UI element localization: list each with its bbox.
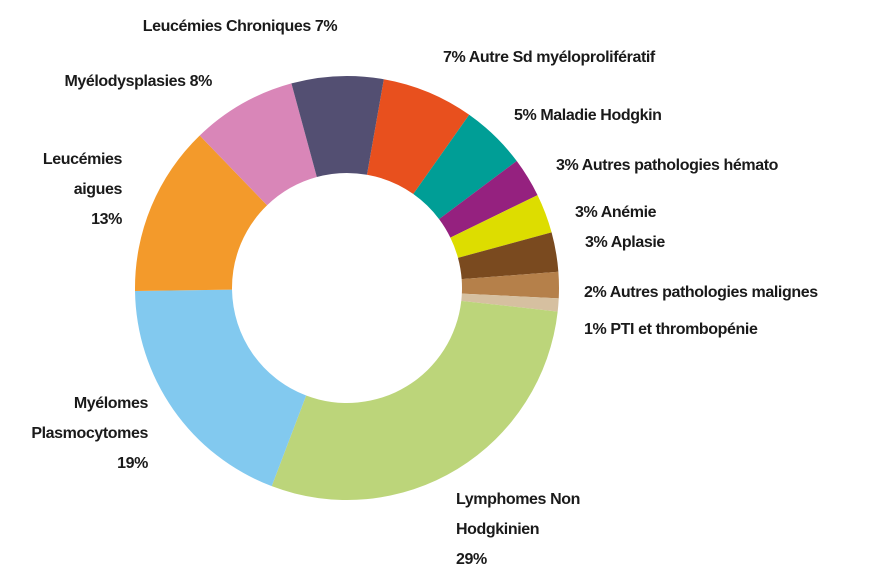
donut-segment bbox=[461, 293, 559, 312]
category-label: Leucémies aigues bbox=[42, 151, 123, 198]
value-label: 3% bbox=[585, 234, 608, 251]
category-label: Anémie bbox=[600, 204, 657, 221]
value-label: 19% bbox=[117, 455, 148, 472]
category-label: Myélomes Plasmocytomes bbox=[31, 395, 148, 442]
donut-segment bbox=[457, 232, 559, 280]
segment-label: Lymphomes Non Hodgkinien 29% bbox=[456, 485, 606, 575]
donut-segment bbox=[291, 76, 384, 178]
donut-segment bbox=[271, 300, 558, 501]
donut-segment bbox=[413, 114, 517, 220]
category-label: Leucémies Chroniques bbox=[142, 18, 311, 35]
segment-label: 3% Anémie bbox=[575, 198, 657, 228]
segment-label: Leucémies Chroniques 7% bbox=[100, 12, 380, 42]
donut-segment bbox=[366, 79, 470, 195]
donut-segment bbox=[461, 271, 559, 299]
segment-label: 3% Aplasie bbox=[585, 228, 665, 258]
donut-segment bbox=[450, 195, 552, 258]
segment-label: 7% Autre Sd myéloprolifératif bbox=[443, 43, 655, 73]
donut-segment bbox=[439, 161, 538, 238]
value-label: 2% bbox=[584, 284, 607, 301]
value-label: 3% bbox=[556, 157, 579, 174]
value-label: 3% bbox=[575, 204, 598, 221]
category-label: Autres pathologies malignes bbox=[609, 284, 818, 301]
segment-label: 5% Maladie Hodgkin bbox=[514, 101, 662, 131]
segment-label: 2% Autres pathologies malignes bbox=[584, 278, 818, 308]
segment-label: 1% PTI et thrombopénie bbox=[584, 315, 758, 345]
category-label: Myélodysplasies bbox=[64, 73, 186, 90]
category-label: Maladie Hodgkin bbox=[540, 107, 662, 124]
donut-segment bbox=[199, 83, 317, 206]
value-label: 29% bbox=[456, 551, 487, 568]
value-label: 5% bbox=[514, 107, 537, 124]
value-label: 7% bbox=[443, 49, 466, 66]
value-label: 7% bbox=[314, 18, 338, 35]
segment-label: Myélodysplasies 8% bbox=[12, 67, 212, 97]
donut-segment bbox=[135, 289, 307, 487]
category-label: Autres pathologies hémato bbox=[581, 157, 779, 174]
donut-segment bbox=[135, 135, 268, 291]
value-label: 1% bbox=[584, 321, 607, 338]
segment-label: Leucémies aigues 13% bbox=[22, 145, 123, 235]
value-label: 13% bbox=[91, 211, 122, 228]
category-label: Autre Sd myéloprolifératif bbox=[468, 49, 655, 66]
segment-label: Myélomes Plasmocytomes 19% bbox=[0, 389, 148, 479]
category-label: PTI et thrombopénie bbox=[610, 321, 758, 338]
value-label: 8% bbox=[189, 73, 213, 90]
category-label: Aplasie bbox=[610, 234, 666, 251]
category-label: Lymphomes Non Hodgkinien bbox=[456, 491, 580, 538]
segment-label: 3% Autres pathologies hémato bbox=[556, 151, 778, 181]
